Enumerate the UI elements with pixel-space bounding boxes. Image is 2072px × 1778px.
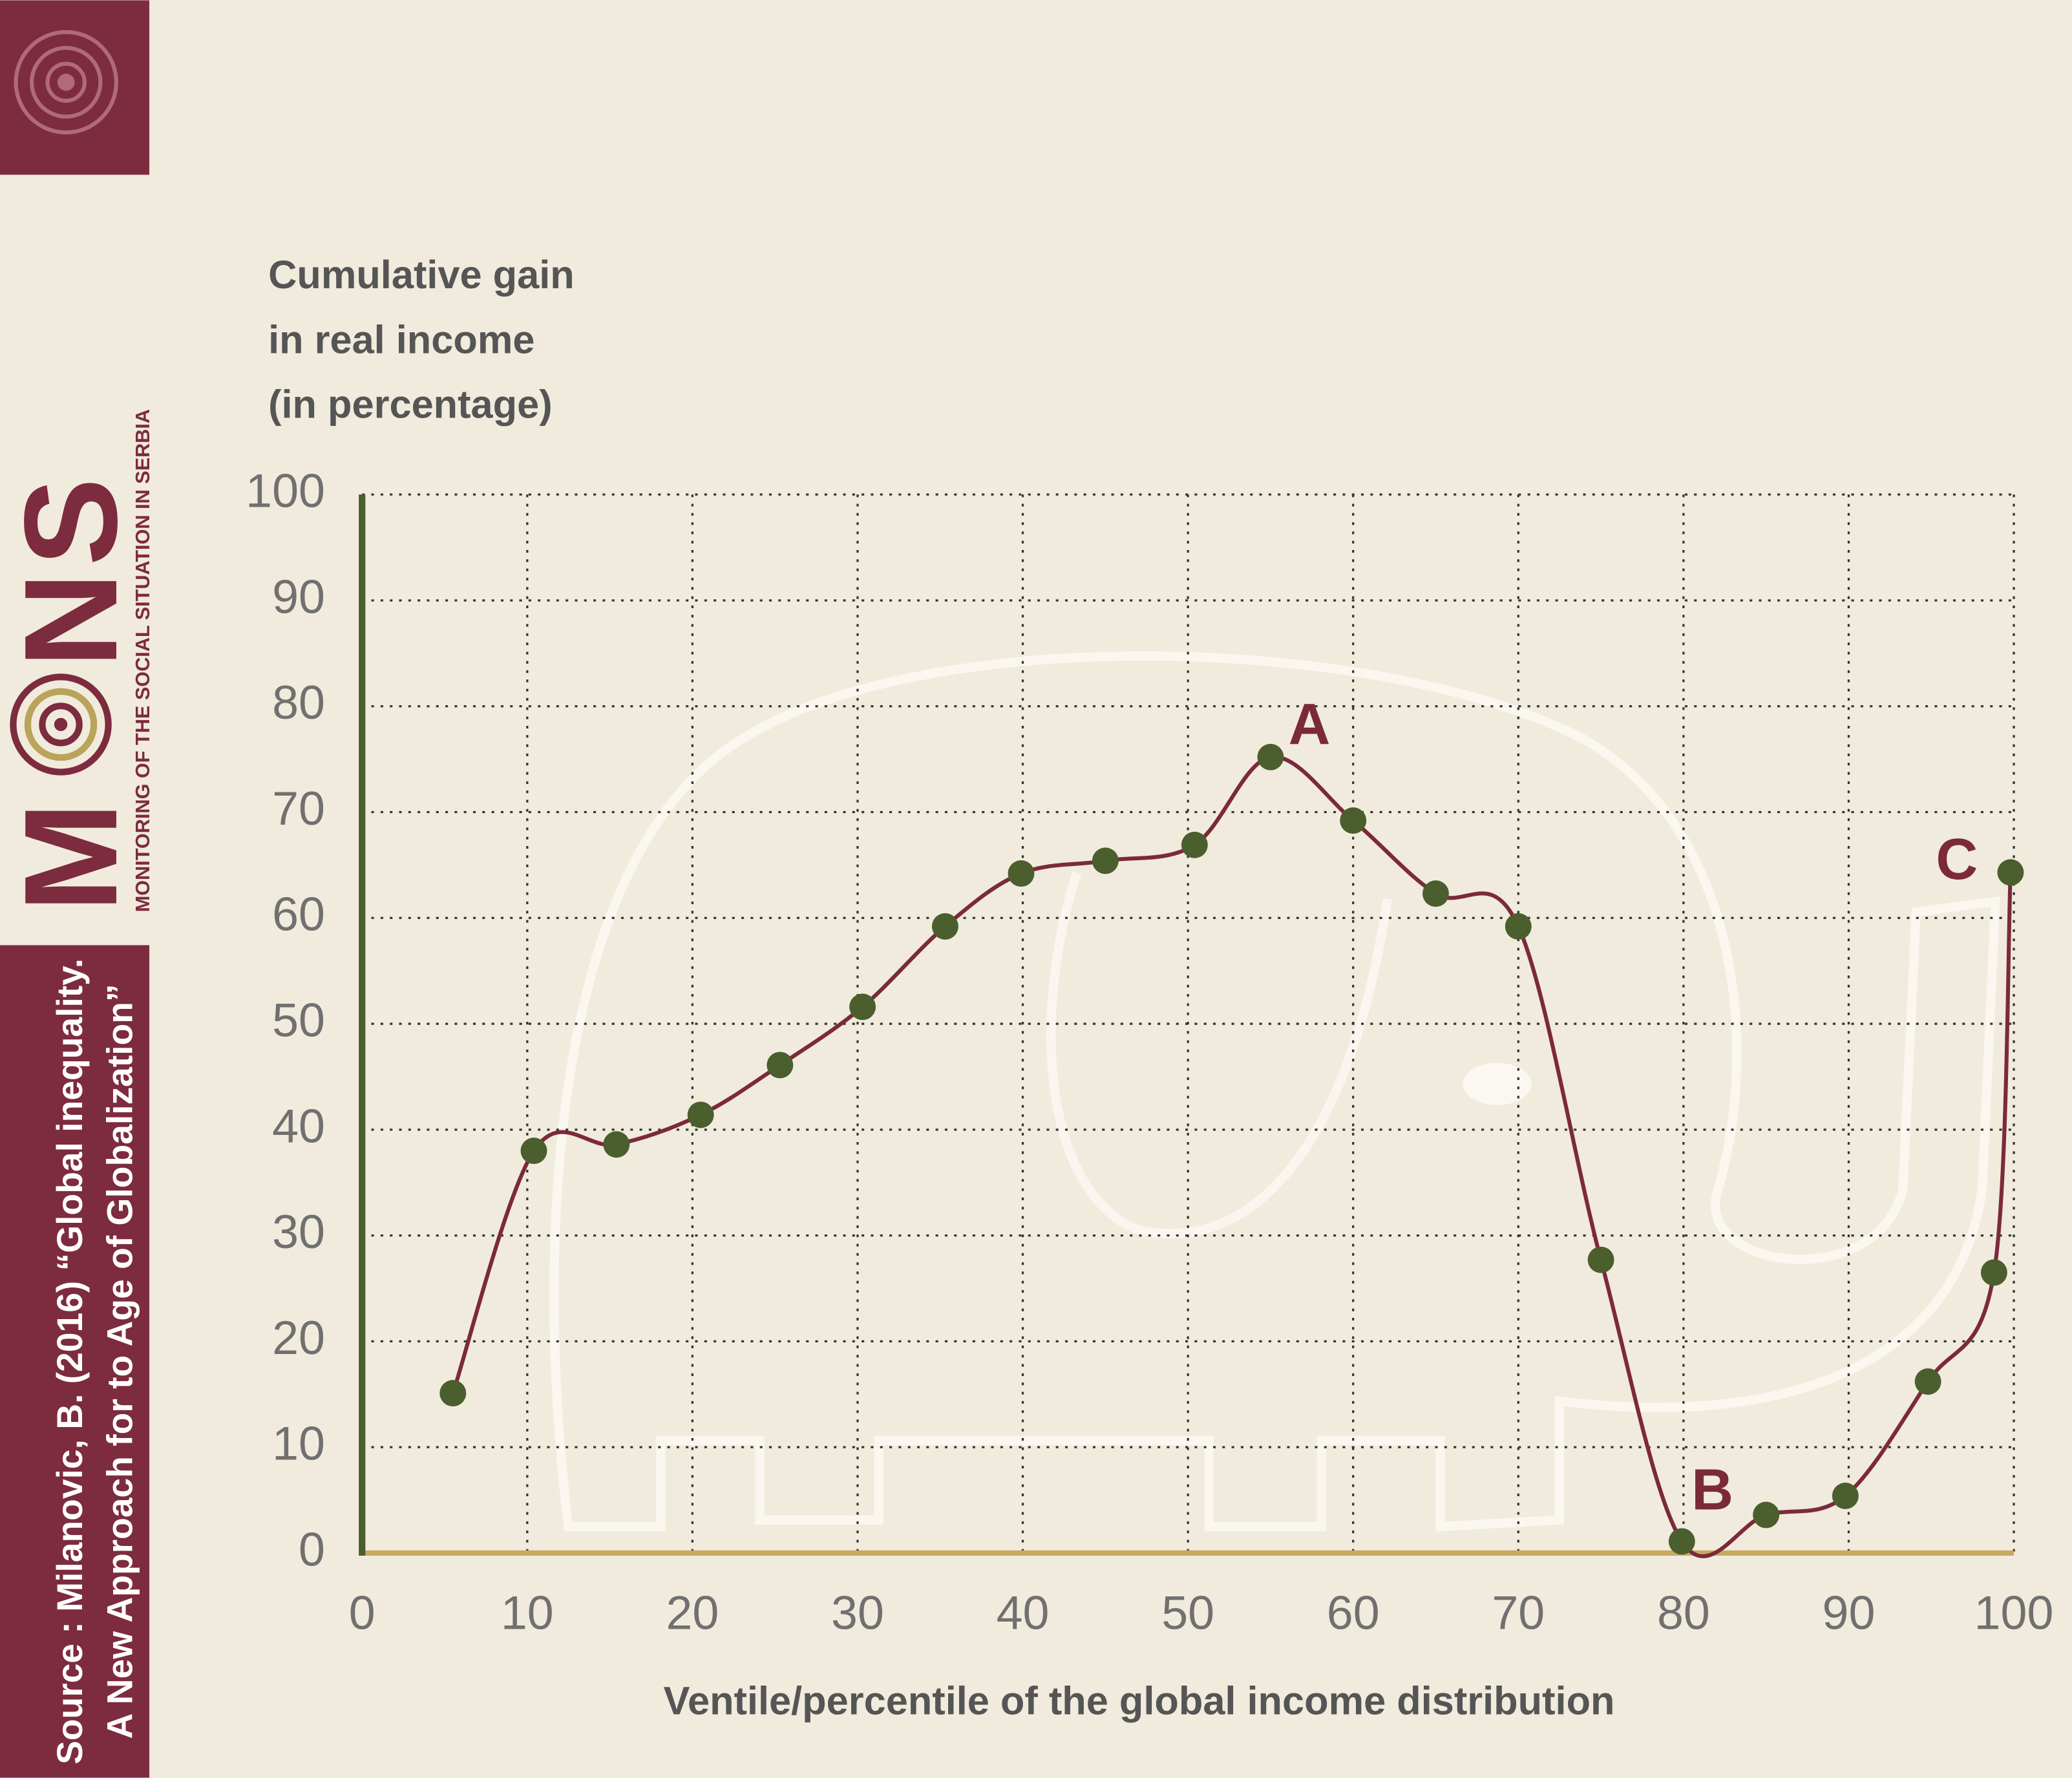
source-text: Source : Milanovic, B. (2016) “Global in… [50, 958, 90, 1764]
plot: 0 10 20 30 40 50 60 70 80 90 100 0 10 20 30 40 50 60 70 80 9… [246, 464, 2053, 1640]
data-point [603, 1131, 630, 1158]
x-tick-label: 40 [997, 1586, 1050, 1640]
y-tick-label: 80 [272, 675, 325, 729]
data-point [1832, 1483, 1859, 1509]
data-point [439, 1380, 467, 1407]
data-point [1092, 847, 1119, 874]
y-axis-label: in real income [268, 317, 534, 361]
brand-letter: S [0, 478, 145, 566]
brand: M N S [0, 478, 145, 912]
y-tick-label: 60 [272, 887, 325, 941]
data-point [1914, 1368, 1941, 1395]
y-axis-label: Cumulative gain [268, 252, 575, 297]
data-point [1008, 860, 1035, 887]
x-tick-label: 30 [831, 1586, 884, 1640]
y-tick-label: 30 [272, 1205, 325, 1258]
y-axis-label: (in percentage) [268, 382, 553, 427]
annotation: A [1289, 693, 1331, 757]
y-tick-label: 50 [272, 993, 325, 1046]
data-point [766, 1052, 794, 1079]
data-point [1997, 859, 2024, 886]
x-tick-label: 50 [1161, 1586, 1214, 1640]
y-tick-label: 0 [299, 1522, 325, 1576]
x-tick-label: 10 [501, 1586, 554, 1640]
data-point [1422, 880, 1449, 907]
data-point [520, 1138, 547, 1165]
data-point [1980, 1259, 2007, 1286]
x-tick-label: 20 [666, 1586, 719, 1640]
brand-letter: M [0, 802, 145, 912]
y-tick-label: 40 [272, 1099, 325, 1152]
brand-letter: N [0, 572, 145, 668]
elephant-outline [549, 651, 2000, 1532]
data-point [931, 913, 958, 940]
y-tick-label: 100 [246, 464, 325, 518]
y-tick-label: 90 [272, 569, 325, 623]
data-point [849, 993, 876, 1021]
y-tick-label: 10 [272, 1417, 325, 1470]
brand-o-logo [10, 673, 112, 776]
elephant-eye [1463, 1063, 1532, 1105]
x-axis-label: Ventile/percentile of the global income … [663, 1678, 1614, 1722]
x-tick-label: 80 [1657, 1586, 1710, 1640]
data-point [1340, 807, 1367, 834]
x-tick-label: 90 [1823, 1586, 1876, 1640]
source-text: A New Approach for to Age of Globalizati… [100, 984, 140, 1739]
data-point [1505, 913, 1532, 940]
brand-tagline: MONITORING OF THE SOCIAL SITUATION IN SE… [132, 409, 154, 912]
y-tick-label: 70 [272, 781, 325, 835]
data-point [1181, 831, 1208, 858]
data-point [1257, 743, 1284, 770]
annotation: C [1936, 827, 1978, 892]
x-tick-label: 60 [1327, 1586, 1380, 1640]
data-point [1753, 1501, 1780, 1529]
logo-box [0, 0, 150, 175]
x-tick-label: 100 [1974, 1586, 2054, 1640]
data-point [1587, 1246, 1614, 1273]
x-tick-label: 0 [349, 1586, 375, 1640]
data-point [687, 1101, 714, 1128]
annotation: B [1691, 1457, 1733, 1522]
source-box [0, 945, 150, 1778]
data-point [1668, 1528, 1695, 1555]
x-tick-label: 70 [1492, 1586, 1545, 1640]
y-tick-label: 20 [272, 1311, 325, 1364]
logo-mark [14, 30, 118, 135]
